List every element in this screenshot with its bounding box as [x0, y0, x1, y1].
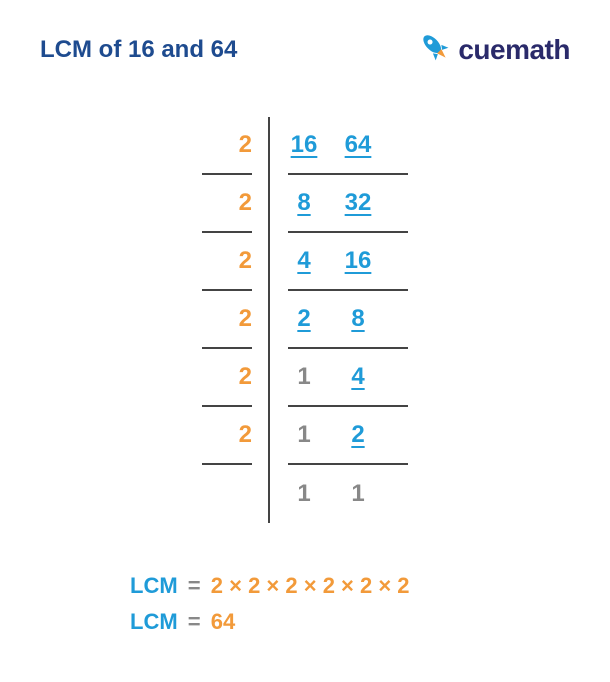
number-cell[interactable]: 4 [288, 247, 320, 275]
number-row: 11 [288, 465, 408, 523]
result-block: LCM = 2 × 2 × 2 × 2 × 2 × 2 LCM = 64 [40, 573, 570, 635]
number-cell: 1 [288, 421, 320, 449]
number-row: 14 [288, 349, 408, 407]
number-cell[interactable]: 8 [342, 305, 374, 333]
lcm-value: 64 [211, 609, 235, 634]
number-row: 4 16 [288, 233, 408, 291]
lcm-expression: 2 × 2 × 2 × 2 × 2 × 2 [211, 573, 410, 598]
number-cell: 1 [288, 480, 320, 508]
number-row: 1664 [288, 117, 408, 175]
number-cell[interactable]: 2 [288, 305, 320, 333]
divisor-cell: 2 [202, 349, 252, 407]
lcm-label: LCM [130, 609, 178, 634]
logo-text: cuemath [458, 34, 570, 66]
lcm-value-line: LCM = 64 [130, 609, 570, 635]
equals-sign: = [188, 609, 201, 634]
number-cell[interactable]: 32 [342, 189, 374, 217]
divisor-cell: 2 [202, 175, 252, 233]
number-cell: 1 [342, 480, 374, 508]
numbers-column: 166483241628141211 [268, 117, 408, 523]
rocket-icon [418, 30, 452, 69]
logo: cuemath [418, 30, 570, 69]
divisor-cell [202, 465, 252, 523]
number-row: 8 32 [288, 175, 408, 233]
number-cell[interactable]: 4 [342, 363, 374, 391]
divisor-cell: 2 [202, 407, 252, 465]
number-cell[interactable]: 8 [288, 189, 320, 217]
lcm-division-table: 222222 166483241628141211 [40, 117, 570, 523]
lcm-label: LCM [130, 573, 178, 598]
divisor-column: 222222 [202, 117, 268, 523]
number-row: 12 [288, 407, 408, 465]
divisor-cell: 2 [202, 291, 252, 349]
number-cell[interactable]: 2 [342, 421, 374, 449]
number-cell[interactable]: 64 [342, 131, 374, 159]
number-cell[interactable]: 16 [342, 247, 374, 275]
divisor-cell: 2 [202, 233, 252, 291]
lcm-expression-line: LCM = 2 × 2 × 2 × 2 × 2 × 2 [130, 573, 570, 599]
number-row: 28 [288, 291, 408, 349]
header: LCM of 16 and 64 cuemath [40, 30, 570, 69]
number-cell[interactable]: 16 [288, 131, 320, 159]
equals-sign: = [188, 573, 201, 598]
number-cell: 1 [288, 363, 320, 391]
divisor-cell: 2 [202, 117, 252, 175]
page-title: LCM of 16 and 64 [40, 36, 237, 64]
